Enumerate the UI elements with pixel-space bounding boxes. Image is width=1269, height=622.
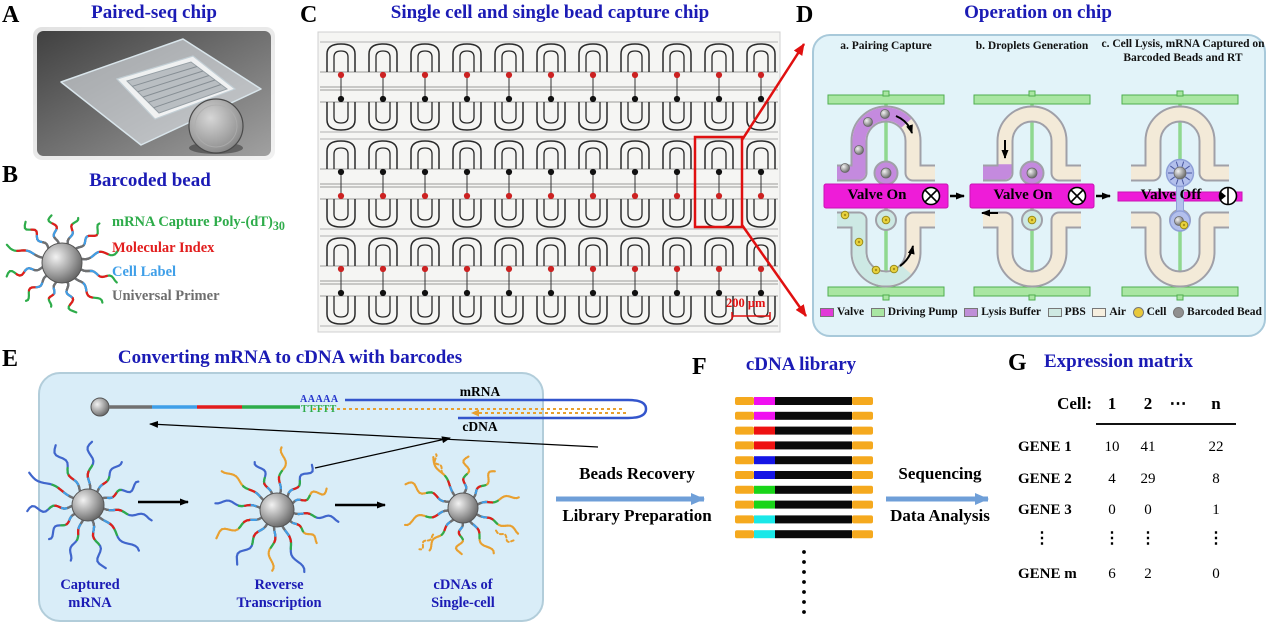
matrix-cell: 4 [1108, 471, 1116, 487]
panel-c-title: Single cell and single bead capture chip [390, 2, 710, 23]
step-reverse-transcription: Reverse Transcription [236, 577, 322, 612]
poly-a-sequence: AAAAA [300, 394, 339, 405]
bead-legend-cell-label: Cell Label [112, 264, 177, 280]
mrna-label: mRNA [459, 384, 501, 399]
panel-b-letter: B [2, 162, 19, 188]
valve-swatch [820, 307, 834, 317]
matrix-col-2: 2 [1143, 394, 1153, 413]
panel-d-letter: D [796, 2, 814, 28]
scale-bar-label: 200 μm [726, 296, 766, 310]
matrix-row-header: Cell: [1057, 394, 1092, 413]
panel-c-letter: C [300, 2, 318, 28]
step-c-title: c. Cell Lysis, mRNA Captured on Barcoded… [1101, 38, 1265, 64]
matrix-col-dots: ⋯ [1169, 394, 1187, 413]
legend-air: Air [1092, 306, 1126, 318]
panel-e-letter: E [2, 346, 19, 372]
matrix-cell: 1 [1212, 502, 1220, 518]
matrix-cell: 29 [1140, 471, 1156, 487]
poly-t-sequence: TTTTT [301, 404, 337, 415]
bead-legend-mrna-capture: mRNA Capture Poly-(dT)30 [112, 214, 285, 233]
valve-b-label: Valve On [993, 187, 1053, 203]
panel-g-title: Expression matrix [1043, 351, 1193, 372]
valve-c-label: Valve Off [1140, 187, 1202, 203]
matrix-gene-2: GENE 2 [1018, 471, 1072, 487]
legend-lysis-buffer: Lysis Buffer [964, 306, 1041, 318]
matrix-vdots: ⋮ [1034, 530, 1050, 547]
panel-d-legend: Valve Driving Pump Lysis Buffer PBS Air … [820, 306, 1262, 318]
bead-swatch [1173, 306, 1185, 318]
panel-a-title: Paired-seq chip [91, 2, 217, 23]
matrix-cell: 22 [1208, 439, 1224, 455]
panel-d-title: Operation on chip [964, 2, 1112, 23]
matrix-header-rule [1096, 423, 1236, 426]
panel-g-letter: G [1008, 350, 1027, 376]
legend-barcoded-bead: Barcoded Bead [1173, 306, 1262, 318]
bead-legend-molecular-index: Molecular Index [112, 240, 215, 256]
matrix-cell: 41 [1140, 439, 1156, 455]
panel-f-letter: F [692, 354, 707, 380]
pbs-swatch [1047, 307, 1062, 317]
legend-valve: Valve [820, 306, 864, 318]
matrix-cell: 8 [1212, 471, 1220, 487]
panel-e-title: Converting mRNA to cDNA with barcodes [117, 347, 463, 368]
matrix-vdots: ⋮ [1208, 530, 1224, 547]
matrix-cell: 2 [1144, 566, 1152, 582]
legend-driving-pump: Driving Pump [870, 306, 958, 318]
cell-swatch [1132, 306, 1144, 318]
data-analysis-label: Data Analysis [890, 506, 990, 525]
library-preparation-label: Library Preparation [562, 506, 712, 525]
matrix-col-n: n [1211, 394, 1221, 413]
step-cdnas-single-cell: cDNAs of Single-cell [431, 577, 495, 612]
panel-f-title: cDNA library [745, 354, 857, 375]
matrix-cell: 10 [1104, 439, 1120, 455]
bead-legend-universal-primer: Universal Primer [112, 288, 220, 304]
pump-swatch [870, 307, 885, 317]
step-a-title: a. Pairing Capture [840, 40, 932, 52]
matrix-gene-3: GENE 3 [1018, 502, 1072, 518]
panel-a-letter: A [2, 2, 20, 28]
step-b-title: b. Droplets Generation [975, 40, 1089, 52]
matrix-vdots: ⋮ [1104, 530, 1120, 547]
beads-recovery-label: Beads Recovery [579, 464, 695, 483]
matrix-gene-m: GENE m [1018, 566, 1077, 582]
legend-pbs: PBS [1047, 306, 1086, 318]
matrix-gene-1: GENE 1 [1018, 439, 1072, 455]
sequencing-label: Sequencing [898, 464, 982, 483]
valve-a-label: Valve On [847, 187, 907, 203]
matrix-cell: 0 [1144, 502, 1152, 518]
matrix-cell: 0 [1212, 566, 1220, 582]
lysis-swatch [964, 307, 979, 317]
cdna-label: cDNA [462, 419, 498, 434]
matrix-cell: 0 [1108, 502, 1116, 518]
matrix-cell: 6 [1108, 566, 1116, 582]
matrix-col-1: 1 [1107, 394, 1117, 413]
matrix-vdots: ⋮ [1140, 530, 1156, 547]
legend-cell: Cell [1132, 306, 1166, 318]
air-swatch [1092, 307, 1107, 317]
step-captured-mrna: Captured mRNA [60, 577, 120, 612]
panel-b-title: Barcoded bead [89, 170, 211, 191]
